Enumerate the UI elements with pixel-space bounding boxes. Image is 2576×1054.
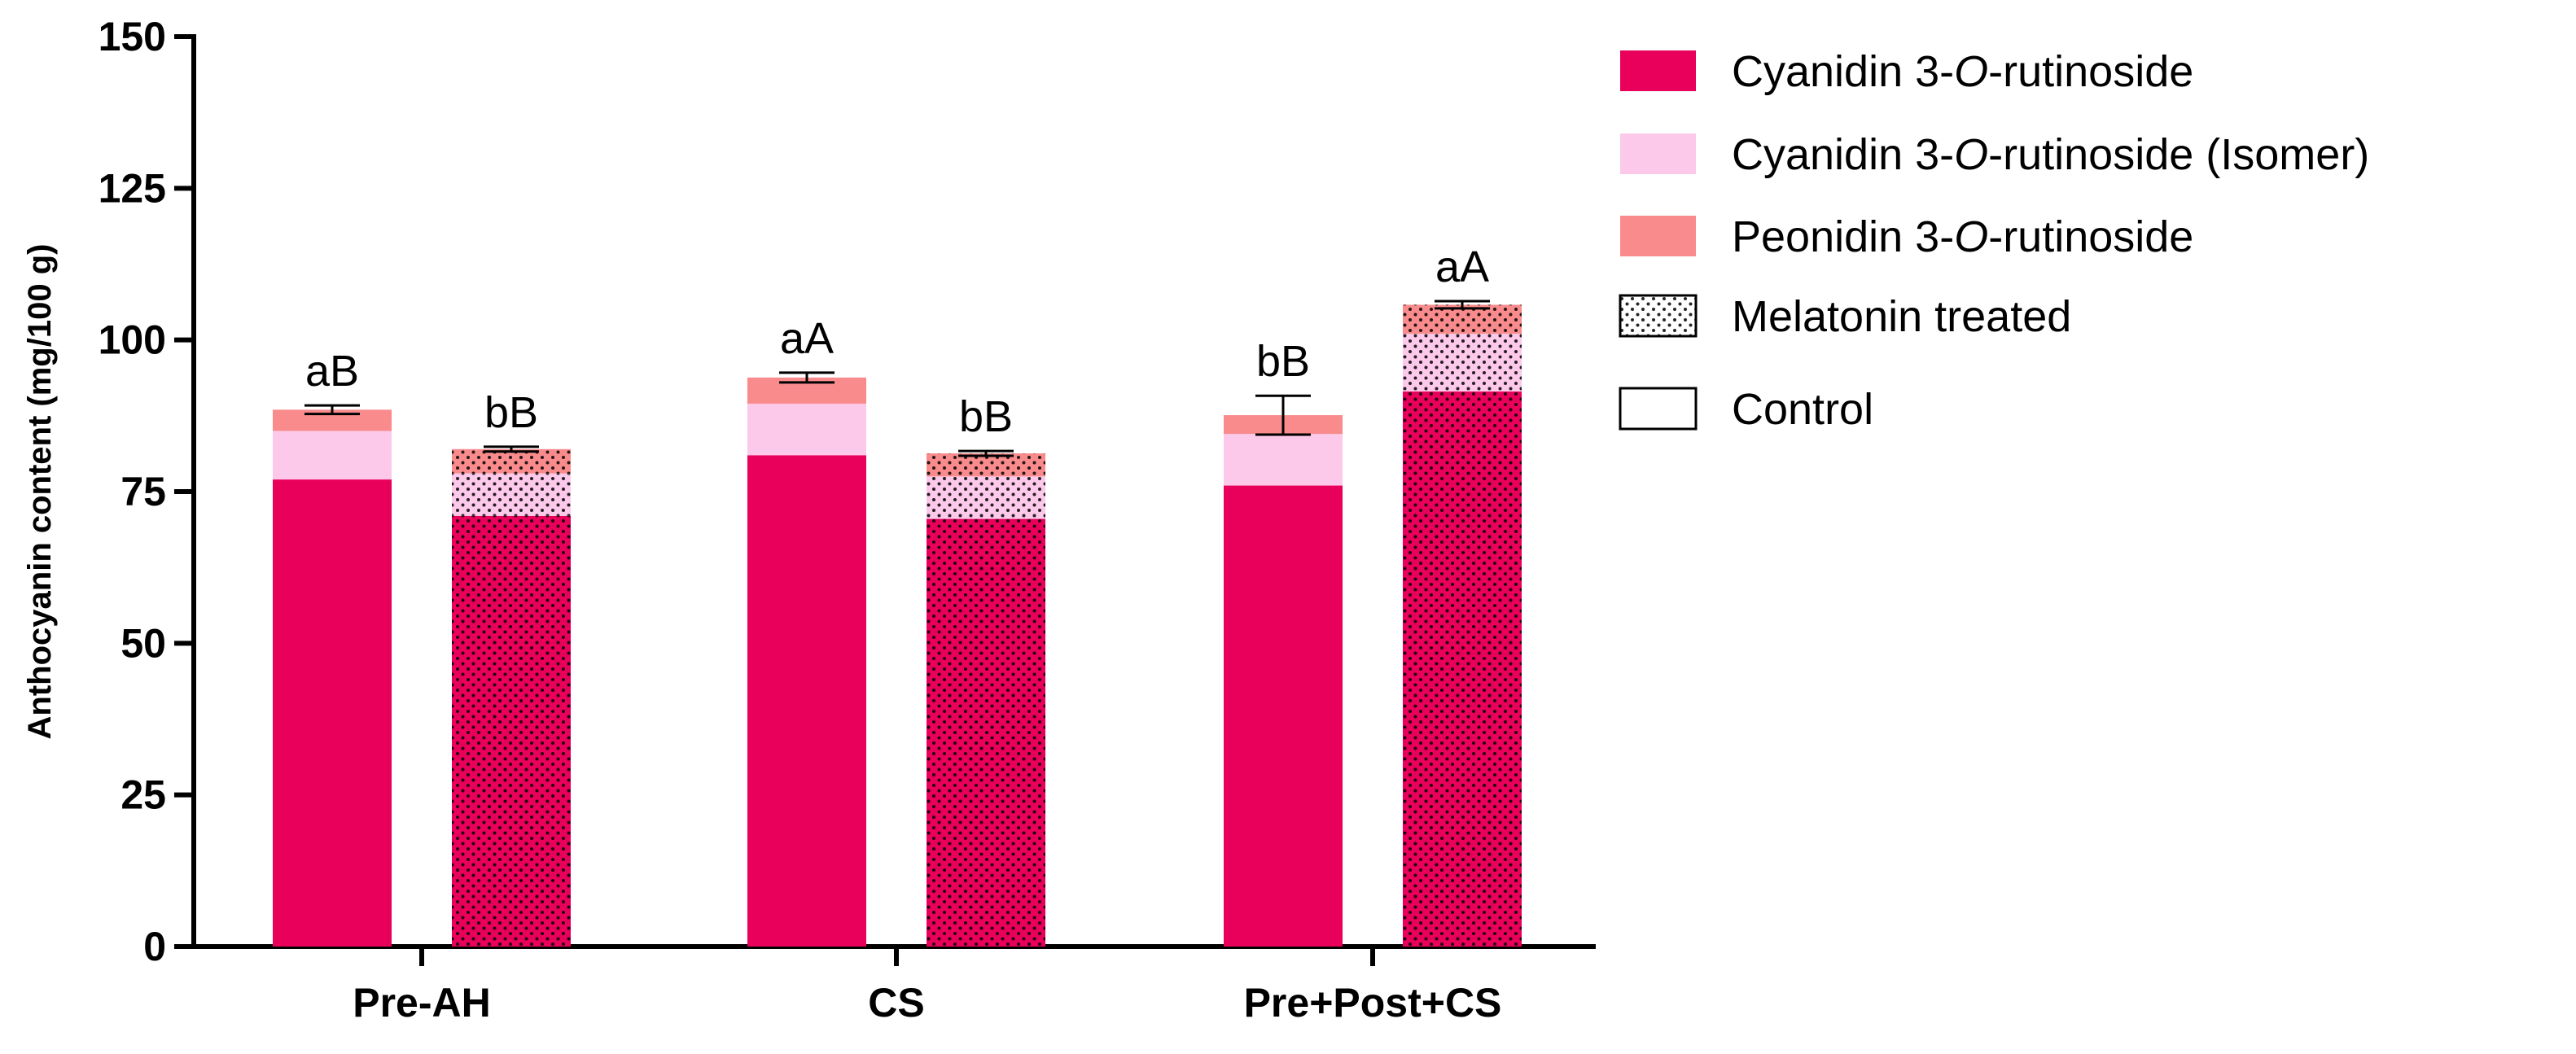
significance-label: aA xyxy=(1435,243,1489,291)
bar-segment-pattern xyxy=(927,453,1045,477)
bar-segment xyxy=(273,479,392,947)
y-tick-label: 100 xyxy=(99,317,166,363)
legend-label: Control xyxy=(1732,385,1873,434)
bar-segment xyxy=(747,403,866,456)
bar-segment xyxy=(273,431,392,480)
significance-label: bB xyxy=(1256,337,1310,386)
bar-segment-pattern xyxy=(1403,391,1522,947)
legend-swatch xyxy=(1620,216,1696,256)
y-tick-label: 75 xyxy=(120,469,166,514)
bar-segment-pattern xyxy=(452,473,571,516)
significance-label: aA xyxy=(780,314,834,363)
y-axis-title: Anthocyanin content (mg/100 g) xyxy=(22,244,58,740)
significance-label: aB xyxy=(305,347,359,396)
legend-swatch xyxy=(1620,50,1696,91)
legend-label: Cyanidin 3-O-rutinoside (Isomer) xyxy=(1732,130,2369,179)
bar-segment xyxy=(747,455,866,947)
bar-segment-pattern xyxy=(452,515,571,947)
plot-area: Anthocyanin content (mg/100 g) 0 25 50 75 100… xyxy=(22,14,1596,1026)
y-tick-label: 25 xyxy=(120,772,166,818)
bar-segment-pattern xyxy=(927,476,1045,519)
bar-segment xyxy=(1224,434,1343,486)
significance-label: bB xyxy=(959,392,1013,441)
x-tick-label: Pre+Post+CS xyxy=(1244,980,1502,1026)
bar-segment-pattern xyxy=(452,448,571,474)
y-tick-label: 125 xyxy=(99,165,166,211)
legend: Cyanidin 3-O-rutinoside Cyanidin 3-O-ruti… xyxy=(1619,47,2369,434)
legend-swatch xyxy=(1620,133,1696,174)
legend-label: Melatonin treated xyxy=(1732,292,2071,341)
y-tick-label: 50 xyxy=(120,620,166,666)
legend-label: Peonidin 3-O-rutinoside xyxy=(1732,212,2193,261)
significance-label: bB xyxy=(484,388,538,437)
legend-label: Cyanidin 3-O-rutinoside xyxy=(1732,47,2193,96)
y-tick-label: 150 xyxy=(99,14,166,59)
bar-segment-pattern xyxy=(927,518,1045,947)
bar-segment-pattern xyxy=(1403,334,1522,392)
y-tick-label: 0 xyxy=(143,924,166,969)
bar-segment xyxy=(1224,485,1343,947)
legend-swatch xyxy=(1619,387,1698,431)
legend-swatch-pattern xyxy=(1620,295,1696,336)
x-tick-label: CS xyxy=(868,980,924,1026)
x-tick-label: Pre-AH xyxy=(353,980,490,1026)
